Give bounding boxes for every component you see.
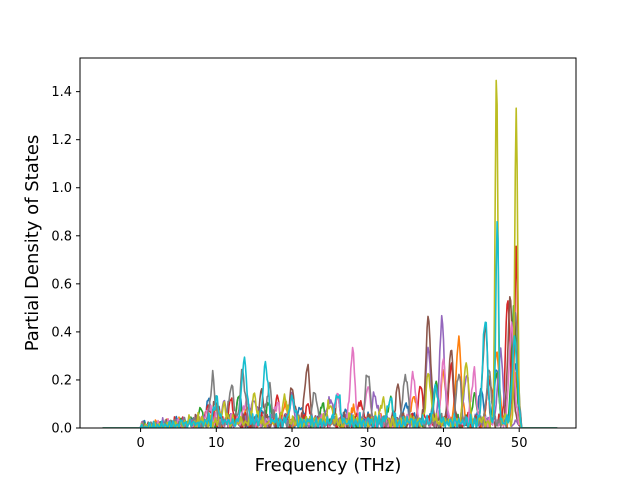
x-tick-label: 30 (359, 436, 376, 451)
plot-frame (79, 57, 577, 429)
y-tick-label: 0.0 (51, 422, 72, 437)
x-axis-label: Frequency (THz) (255, 455, 402, 476)
y-tick-label: 0.8 (51, 229, 72, 244)
y-tick-label: 0.6 (51, 277, 72, 292)
x-tick-label: 40 (435, 436, 452, 451)
y-axis-ticks: 0.0 0.2 0.4 0.6 0.8 1.0 1.2 1.4 (51, 85, 80, 437)
y-axis-label: Partial Density of States (22, 135, 43, 352)
x-tick-label: 0 (136, 436, 144, 451)
y-tick-label: 1.2 (51, 133, 72, 148)
y-tick-label: 1.4 (51, 85, 72, 100)
y-tick-label: 1.0 (51, 181, 72, 196)
x-tick-label: 20 (284, 436, 301, 451)
x-tick-label: 10 (208, 436, 225, 451)
series-layer (102, 79, 558, 428)
pdos-series-line (102, 220, 558, 428)
y-tick-label: 0.2 (51, 373, 72, 388)
x-axis-ticks: 0 10 20 30 40 50 (136, 428, 527, 451)
y-tick-label: 0.4 (51, 325, 72, 340)
x-tick-label: 50 (511, 436, 528, 451)
